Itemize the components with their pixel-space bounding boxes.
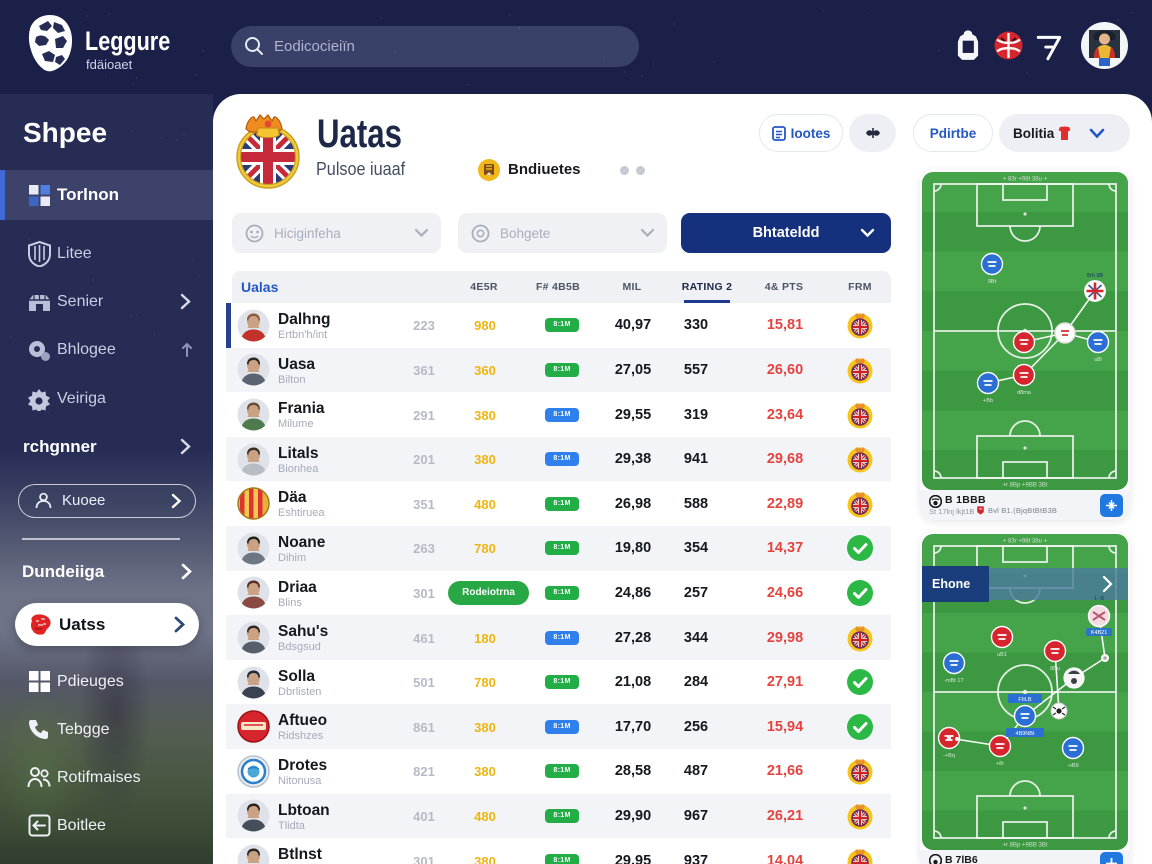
svg-text:8rh 9B: 8rh 9B	[1087, 273, 1104, 279]
svg-text:+Bb: +Bb	[983, 398, 993, 404]
svg-text:K4B21: K4B21	[1091, 630, 1108, 636]
svg-text:FIILB: FIILB	[1018, 697, 1031, 703]
svg-text:4B9NBt: 4B9NBt	[1016, 731, 1035, 737]
svg-text:u8l: u8l	[1094, 357, 1101, 363]
svg-text:+r 8Bp +9BB 3Bt: +r 8Bp +9BB 3Bt	[1002, 843, 1047, 849]
svg-text:-vB9: -vB9	[1067, 763, 1078, 769]
svg-text:+r 8Bp +9BB 3Bt: +r 8Bp +9BB 3Bt	[1002, 483, 1047, 489]
svg-text:1- B: 1- B	[1094, 596, 1104, 602]
svg-text:-+Bq: -+Bq	[943, 753, 955, 759]
svg-text:uB1: uB1	[997, 652, 1007, 658]
svg-text:9Bt: 9Bt	[988, 279, 997, 285]
svg-text:Ehone: Ehone	[932, 577, 970, 591]
svg-text:8Bu: 8Bu	[1050, 666, 1060, 672]
svg-text:+ 83r +98t 38u +: + 83r +98t 38u +	[1003, 177, 1048, 183]
svg-text:d8ma: d8ma	[1017, 390, 1032, 396]
svg-text:+8r: +8r	[996, 761, 1004, 767]
svg-text:+ 83r +98t 38u +: + 83r +98t 38u +	[1003, 539, 1048, 545]
svg-text:-mBt 1T: -mBt 1T	[944, 678, 964, 684]
